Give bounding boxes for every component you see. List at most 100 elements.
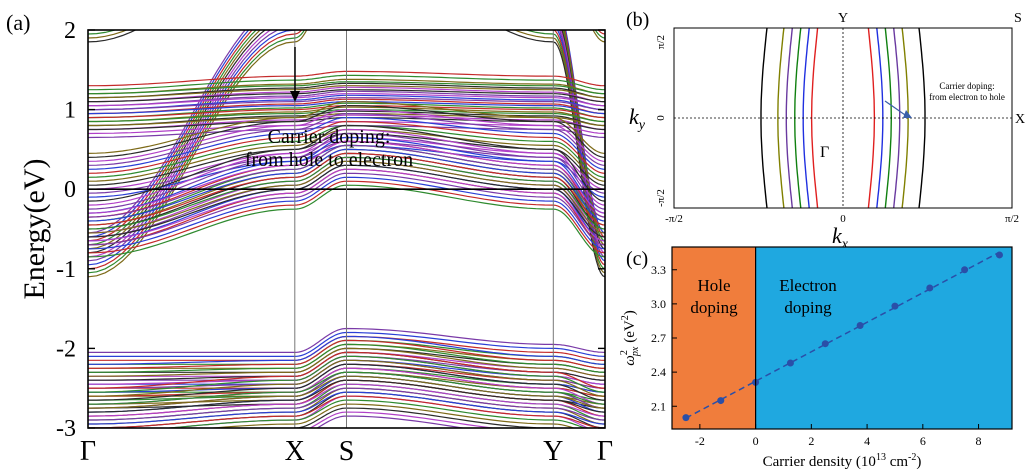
data-point — [717, 397, 725, 405]
band-line — [88, 30, 272, 258]
y-axis-ticks-a: -3 -2 -1 0 1 2 — [56, 18, 605, 442]
band-line — [88, 30, 605, 274]
x-tick-label: Γ — [80, 436, 96, 467]
x-axis-label-c: Carrier density (1013 cm-2) — [763, 452, 922, 470]
point-x-label: X — [1015, 112, 1025, 127]
y-tick-label: 2.7 — [651, 331, 666, 345]
y-axis-label-b: ky — [629, 104, 646, 133]
panel-b-label: (b) — [626, 9, 649, 31]
panel-c-label: (c) — [626, 248, 648, 270]
x-tick-label: X — [285, 436, 305, 467]
fermi-surface-panel: Y S X Γ π/2 0 -π/2 -π/2 0 π/2 kx ky Carr… — [629, 11, 1025, 252]
x-tick-label: Y — [543, 436, 563, 467]
band-line — [88, 30, 257, 246]
data-point — [856, 321, 864, 329]
band-line — [88, 30, 253, 242]
x-tick-label: Γ — [597, 436, 613, 467]
plot-frame-b — [673, 27, 1013, 209]
hole-doping-region — [672, 247, 756, 429]
y-tick-label: 3.0 — [651, 297, 666, 311]
fermi-contour — [760, 27, 768, 209]
y-tick-label: 2.4 — [651, 365, 666, 379]
data-point — [926, 284, 934, 292]
band-line — [88, 30, 605, 266]
x-tick-b-left: -π/2 — [665, 213, 683, 225]
y-tick-b-top: π/2 — [655, 35, 667, 49]
data-point — [786, 359, 794, 367]
fermi-contour — [918, 27, 926, 209]
panel-a-label: (a) — [6, 10, 30, 35]
band-line — [88, 30, 280, 262]
y-tick-label: 3.3 — [651, 263, 666, 277]
y-tick-b-mid: 0 — [655, 115, 667, 121]
band-line — [88, 30, 605, 278]
y-axis-ticks-c: 2.1 2.4 2.7 3.0 3.3 — [651, 263, 677, 413]
x-tick-b-mid: 0 — [840, 213, 846, 225]
electron-region-label-1: Electron — [779, 276, 837, 295]
point-s-label: S — [1014, 11, 1022, 26]
band-line — [88, 30, 605, 270]
band-line — [561, 30, 605, 250]
x-tick-label: 0 — [753, 434, 759, 448]
y-tick-label: 0 — [64, 177, 76, 203]
annotation-a-line1: Carrier doping: — [268, 126, 391, 148]
point-gamma-label: Γ — [820, 144, 829, 161]
y-axis-label-c: ω2px(eV2) — [619, 310, 641, 366]
annotation-b-line1: Carrier doping: — [939, 81, 994, 91]
linear-fit — [685, 251, 1000, 419]
band-line — [88, 30, 605, 266]
band-line — [88, 30, 247, 234]
band-line — [88, 30, 605, 270]
data-points — [682, 251, 1003, 422]
band-line — [556, 30, 605, 262]
data-point — [961, 266, 969, 274]
y-tick-label: -2 — [56, 336, 76, 362]
annotation-a-line2: from hole to electron — [245, 149, 413, 171]
data-point — [682, 414, 690, 422]
x-tick-label: S — [339, 436, 355, 467]
band-line — [88, 30, 605, 274]
band-line — [563, 30, 605, 242]
y-tick-label: 2 — [64, 18, 76, 44]
electron-doping-region — [755, 247, 1012, 429]
x-tick-label: 2 — [808, 434, 814, 448]
y-tick-label: -3 — [56, 416, 76, 442]
data-point — [821, 340, 829, 348]
band-line — [88, 30, 250, 238]
x-tick-label: 4 — [864, 434, 870, 448]
band-line — [88, 30, 262, 250]
y-tick-label: 1 — [64, 98, 76, 124]
hole-region-label-1: Hole — [697, 276, 730, 295]
fit-line — [685, 251, 1000, 419]
hole-region-label-2: doping — [690, 298, 738, 317]
band-line — [565, 30, 605, 234]
y-tick-label: -1 — [56, 257, 76, 283]
x-tick-label: -2 — [695, 434, 705, 448]
data-point — [995, 251, 1003, 259]
x-axis-label-b: kx — [832, 223, 849, 252]
band-structure-panel: -3 -2 -1 0 1 2 Γ X S Y Γ Energy(eV) Carrier dopin… — [18, 18, 613, 467]
point-y-label: Y — [838, 11, 848, 26]
doping-arrow-b — [884, 100, 909, 118]
x-tick-label: 8 — [976, 434, 982, 448]
electron-region-label-2: doping — [784, 298, 832, 317]
band-line — [564, 30, 605, 238]
y-tick-b-bottom: -π/2 — [655, 189, 667, 207]
data-point — [891, 302, 899, 310]
y-axis-label-a: Energy(eV) — [18, 158, 51, 299]
band-line — [88, 30, 267, 254]
omega-vs-density-panel: -2 0 2 4 6 8 2.1 2.4 2.7 3.0 3.3 Hole doping Elec… — [619, 246, 1013, 470]
band-line — [560, 30, 605, 254]
doping-arrowhead-a — [290, 91, 300, 102]
band-line — [562, 30, 605, 246]
plot-frame-a — [87, 29, 606, 429]
x-tick-label: 6 — [920, 434, 926, 448]
band-line — [88, 30, 605, 278]
annotation-b-line2: from electron to hole — [929, 92, 1005, 102]
band-line — [558, 30, 605, 258]
doping-arrowhead-b — [903, 110, 912, 118]
fermi-contour — [777, 27, 785, 209]
y-tick-label: 2.1 — [651, 399, 666, 413]
